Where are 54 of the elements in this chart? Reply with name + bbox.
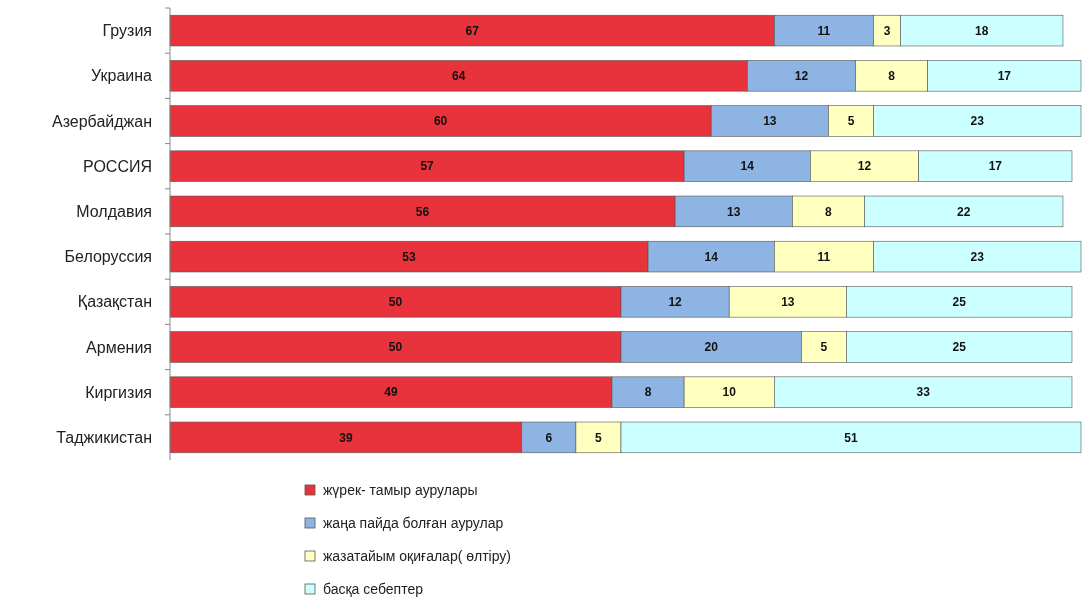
data-label: 22 bbox=[957, 204, 971, 219]
data-label: 5 bbox=[820, 340, 828, 355]
data-label: 8 bbox=[825, 204, 833, 219]
y-tick-label: Армения bbox=[86, 338, 152, 356]
data-label: 50 bbox=[388, 340, 403, 355]
data-label: 12 bbox=[794, 69, 809, 83]
data-label: 23 bbox=[970, 114, 985, 129]
data-label: 25 bbox=[952, 295, 967, 309]
data-label: 12 bbox=[668, 295, 683, 309]
data-label: 13 bbox=[727, 204, 741, 219]
y-tick-label: Молдавия bbox=[76, 203, 152, 220]
data-label: 14 bbox=[704, 249, 719, 264]
data-label: 56 bbox=[415, 204, 430, 219]
data-label: 17 bbox=[988, 159, 1003, 174]
data-label: 8 bbox=[644, 385, 652, 400]
data-label: 3 bbox=[883, 23, 891, 38]
data-label: 49 bbox=[384, 385, 398, 400]
legend-label: жаңа пайда болған аурулар bbox=[323, 514, 504, 531]
y-tick-label: Азербайджан bbox=[51, 112, 152, 130]
data-label: 64 bbox=[451, 69, 466, 83]
data-label: 6 bbox=[545, 430, 553, 445]
y-tick-label: Қазақстан bbox=[77, 293, 152, 311]
data-label: 12 bbox=[857, 159, 872, 174]
legend-label: жүрек- тамыр аурулары bbox=[323, 481, 478, 498]
legend-label: жазатайым оқиғалар( өлтіру) bbox=[323, 547, 512, 564]
data-label: 23 bbox=[970, 249, 985, 264]
y-tick-label: РОССИЯ bbox=[83, 157, 152, 175]
data-label: 50 bbox=[388, 295, 403, 309]
data-label: 11 bbox=[817, 249, 831, 264]
legend-label: басқа себептер bbox=[323, 580, 424, 597]
data-label: 18 bbox=[975, 23, 989, 38]
data-label: 5 bbox=[595, 430, 603, 445]
data-label: 53 bbox=[402, 249, 417, 264]
data-label: 17 bbox=[997, 69, 1012, 83]
data-label: 39 bbox=[339, 430, 353, 445]
data-label: 60 bbox=[433, 114, 448, 129]
data-label: 20 bbox=[704, 340, 719, 355]
data-label: 14 bbox=[740, 159, 755, 174]
y-tick-label: Киргизия bbox=[85, 383, 152, 401]
data-label: 10 bbox=[722, 385, 737, 400]
data-label: 11 bbox=[817, 23, 831, 38]
y-tick-label: Украина bbox=[91, 67, 153, 85]
y-tick-label: Грузия bbox=[102, 22, 152, 40]
data-label: 13 bbox=[781, 295, 795, 309]
data-label: 25 bbox=[952, 340, 967, 355]
data-label: 51 bbox=[844, 430, 858, 445]
data-label: 33 bbox=[916, 385, 931, 400]
data-label: 8 bbox=[888, 69, 896, 83]
data-label: 13 bbox=[763, 114, 777, 129]
data-label: 67 bbox=[465, 23, 480, 38]
y-tick-label: Белоруссия bbox=[64, 248, 152, 266]
data-label: 5 bbox=[847, 114, 855, 129]
y-tick-label: Таджикистан bbox=[56, 429, 152, 446]
data-label: 57 bbox=[420, 159, 435, 174]
